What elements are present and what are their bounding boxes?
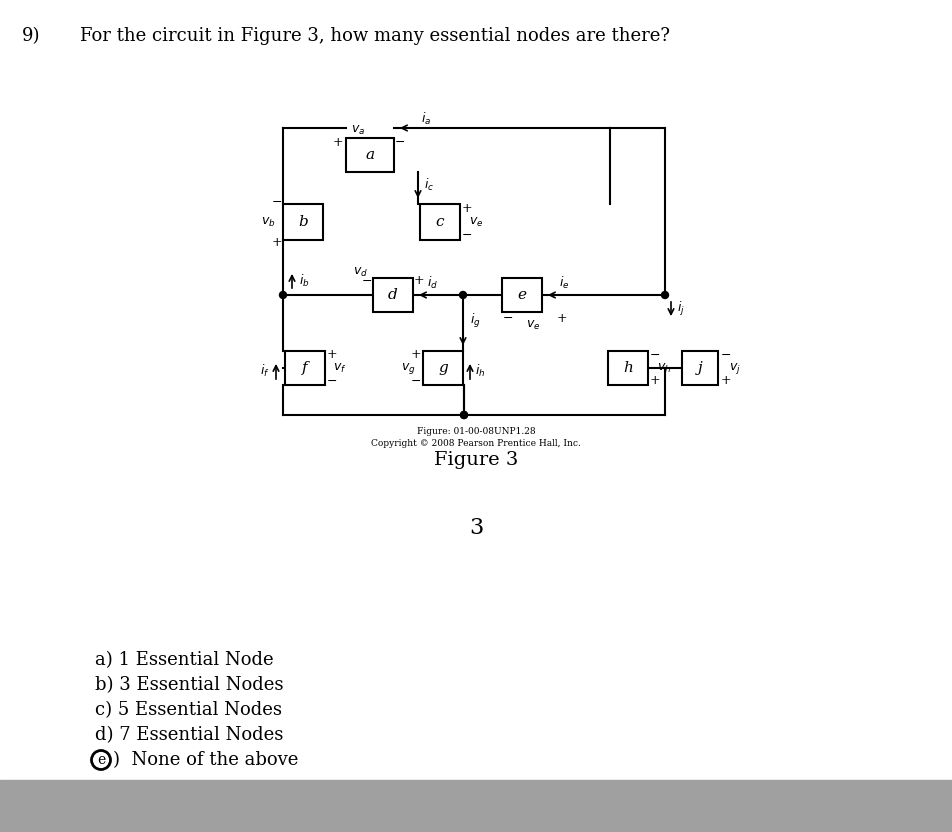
- Circle shape: [461, 412, 467, 418]
- Text: +: +: [271, 235, 283, 249]
- Text: e: e: [518, 288, 526, 302]
- Bar: [373, 278, 413, 312]
- Text: $v_d$: $v_d$: [352, 265, 367, 279]
- Text: $i_f$: $i_f$: [260, 363, 269, 379]
- Text: a) 1 Essential Node: a) 1 Essential Node: [95, 651, 273, 669]
- Bar: [608, 351, 648, 385]
- Text: −: −: [395, 136, 406, 148]
- Text: −: −: [721, 349, 731, 361]
- Text: $i_j$: $i_j$: [677, 300, 684, 318]
- Text: c: c: [436, 215, 445, 229]
- Text: c) 5 Essential Nodes: c) 5 Essential Nodes: [95, 701, 282, 719]
- Text: −: −: [650, 349, 661, 361]
- Text: a: a: [366, 148, 374, 162]
- Text: $v_h$: $v_h$: [657, 361, 671, 374]
- Text: )  None of the above: ) None of the above: [113, 751, 298, 769]
- Text: $v_g$: $v_g$: [401, 360, 415, 375]
- Text: f: f: [302, 361, 307, 375]
- Text: +: +: [410, 349, 422, 361]
- Text: b) 3 Essential Nodes: b) 3 Essential Nodes: [95, 676, 284, 694]
- Text: j: j: [698, 361, 703, 375]
- Bar: [346, 138, 394, 172]
- Text: Figure: 01-00-08UNP1.28: Figure: 01-00-08UNP1.28: [417, 428, 535, 437]
- Text: $i_e$: $i_e$: [559, 275, 569, 291]
- Text: For the circuit in Figure 3, how many essential nodes are there?: For the circuit in Figure 3, how many es…: [80, 27, 670, 45]
- Text: b: b: [298, 215, 307, 229]
- Bar: [502, 278, 542, 312]
- Circle shape: [280, 291, 287, 299]
- Text: −: −: [362, 275, 372, 288]
- Text: $v_j$: $v_j$: [729, 360, 741, 375]
- Text: −: −: [410, 374, 421, 388]
- Text: e: e: [97, 753, 105, 767]
- Circle shape: [662, 291, 668, 299]
- Text: g: g: [438, 361, 447, 375]
- Text: 3: 3: [469, 517, 483, 539]
- Text: 9): 9): [22, 27, 41, 45]
- Bar: [283, 204, 323, 240]
- Text: $i_c$: $i_c$: [424, 177, 434, 193]
- Text: Copyright © 2008 Pearson Prentice Hall, Inc.: Copyright © 2008 Pearson Prentice Hall, …: [371, 439, 581, 448]
- Circle shape: [460, 291, 466, 299]
- Text: −: −: [271, 196, 282, 209]
- Text: $i_g$: $i_g$: [469, 312, 481, 330]
- Text: $v_a$: $v_a$: [351, 123, 365, 136]
- Text: h: h: [623, 361, 633, 375]
- Circle shape: [461, 412, 467, 418]
- Text: $i_b$: $i_b$: [299, 273, 309, 289]
- Text: +: +: [327, 349, 337, 361]
- Text: d: d: [388, 288, 398, 302]
- Text: −: −: [462, 229, 472, 241]
- Text: Figure 3: Figure 3: [434, 451, 518, 469]
- Text: $v_f$: $v_f$: [333, 361, 347, 374]
- Text: +: +: [462, 202, 472, 215]
- Text: $i_h$: $i_h$: [475, 363, 486, 379]
- Text: +: +: [721, 374, 731, 388]
- Text: +: +: [557, 311, 567, 324]
- Bar: [0, 780, 952, 832]
- Bar: [285, 351, 325, 385]
- Text: $v_b$: $v_b$: [261, 215, 275, 229]
- Text: +: +: [332, 136, 344, 148]
- Bar: [420, 204, 460, 240]
- Text: d) 7 Essential Nodes: d) 7 Essential Nodes: [95, 726, 284, 744]
- Text: +: +: [649, 374, 661, 388]
- Bar: [682, 351, 718, 385]
- Text: $v_e$: $v_e$: [468, 215, 484, 229]
- Text: −: −: [327, 374, 337, 388]
- Text: $i_d$: $i_d$: [427, 275, 439, 291]
- Text: +: +: [414, 275, 425, 288]
- Text: −: −: [503, 311, 513, 324]
- Text: $v_e$: $v_e$: [526, 319, 540, 331]
- Text: $i_a$: $i_a$: [421, 111, 431, 127]
- Bar: [423, 351, 463, 385]
